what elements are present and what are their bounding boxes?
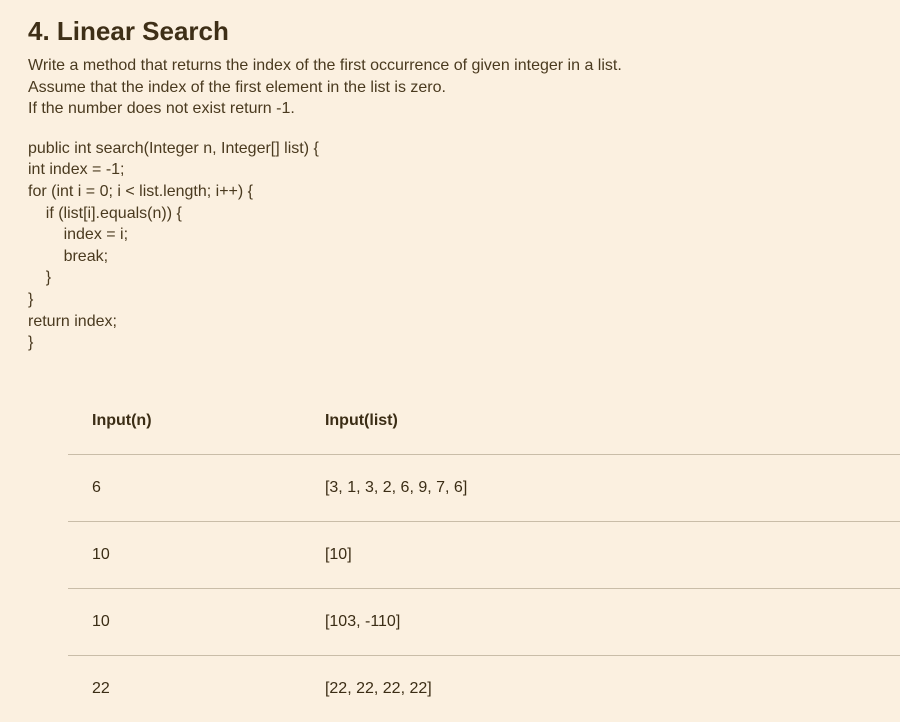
cell-input-list: [103, -110]	[301, 588, 900, 655]
problem-description: Write a method that returns the index of…	[28, 55, 872, 120]
description-line: Write a method that returns the index of…	[28, 55, 872, 77]
table-row: 10 [10]	[68, 521, 900, 588]
cell-input-list: [3, 1, 3, 2, 6, 9, 7, 6]	[301, 454, 900, 521]
table-header-row: Input(n) Input(list)	[68, 400, 900, 455]
col-header-input-n: Input(n)	[68, 400, 301, 455]
cell-input-list: [10]	[301, 521, 900, 588]
table-row: 6 [3, 1, 3, 2, 6, 9, 7, 6]	[68, 454, 900, 521]
col-header-input-list: Input(list)	[301, 400, 900, 455]
cell-input-list: [22, 22, 22, 22]	[301, 655, 900, 722]
code-snippet: public int search(Integer n, Integer[] l…	[28, 138, 872, 354]
cell-input-n: 22	[68, 655, 301, 722]
cell-input-n: 10	[68, 588, 301, 655]
table-row: 10 [103, -110]	[68, 588, 900, 655]
section-title: 4. Linear Search	[28, 16, 872, 47]
description-line: If the number does not exist return -1.	[28, 98, 872, 120]
cell-input-n: 10	[68, 521, 301, 588]
io-table: Input(n) Input(list) 6 [3, 1, 3, 2, 6, 9…	[68, 400, 900, 722]
description-line: Assume that the index of the first eleme…	[28, 77, 872, 99]
cell-input-n: 6	[68, 454, 301, 521]
table-row: 22 [22, 22, 22, 22]	[68, 655, 900, 722]
io-table-container: Input(n) Input(list) 6 [3, 1, 3, 2, 6, 9…	[68, 400, 900, 722]
